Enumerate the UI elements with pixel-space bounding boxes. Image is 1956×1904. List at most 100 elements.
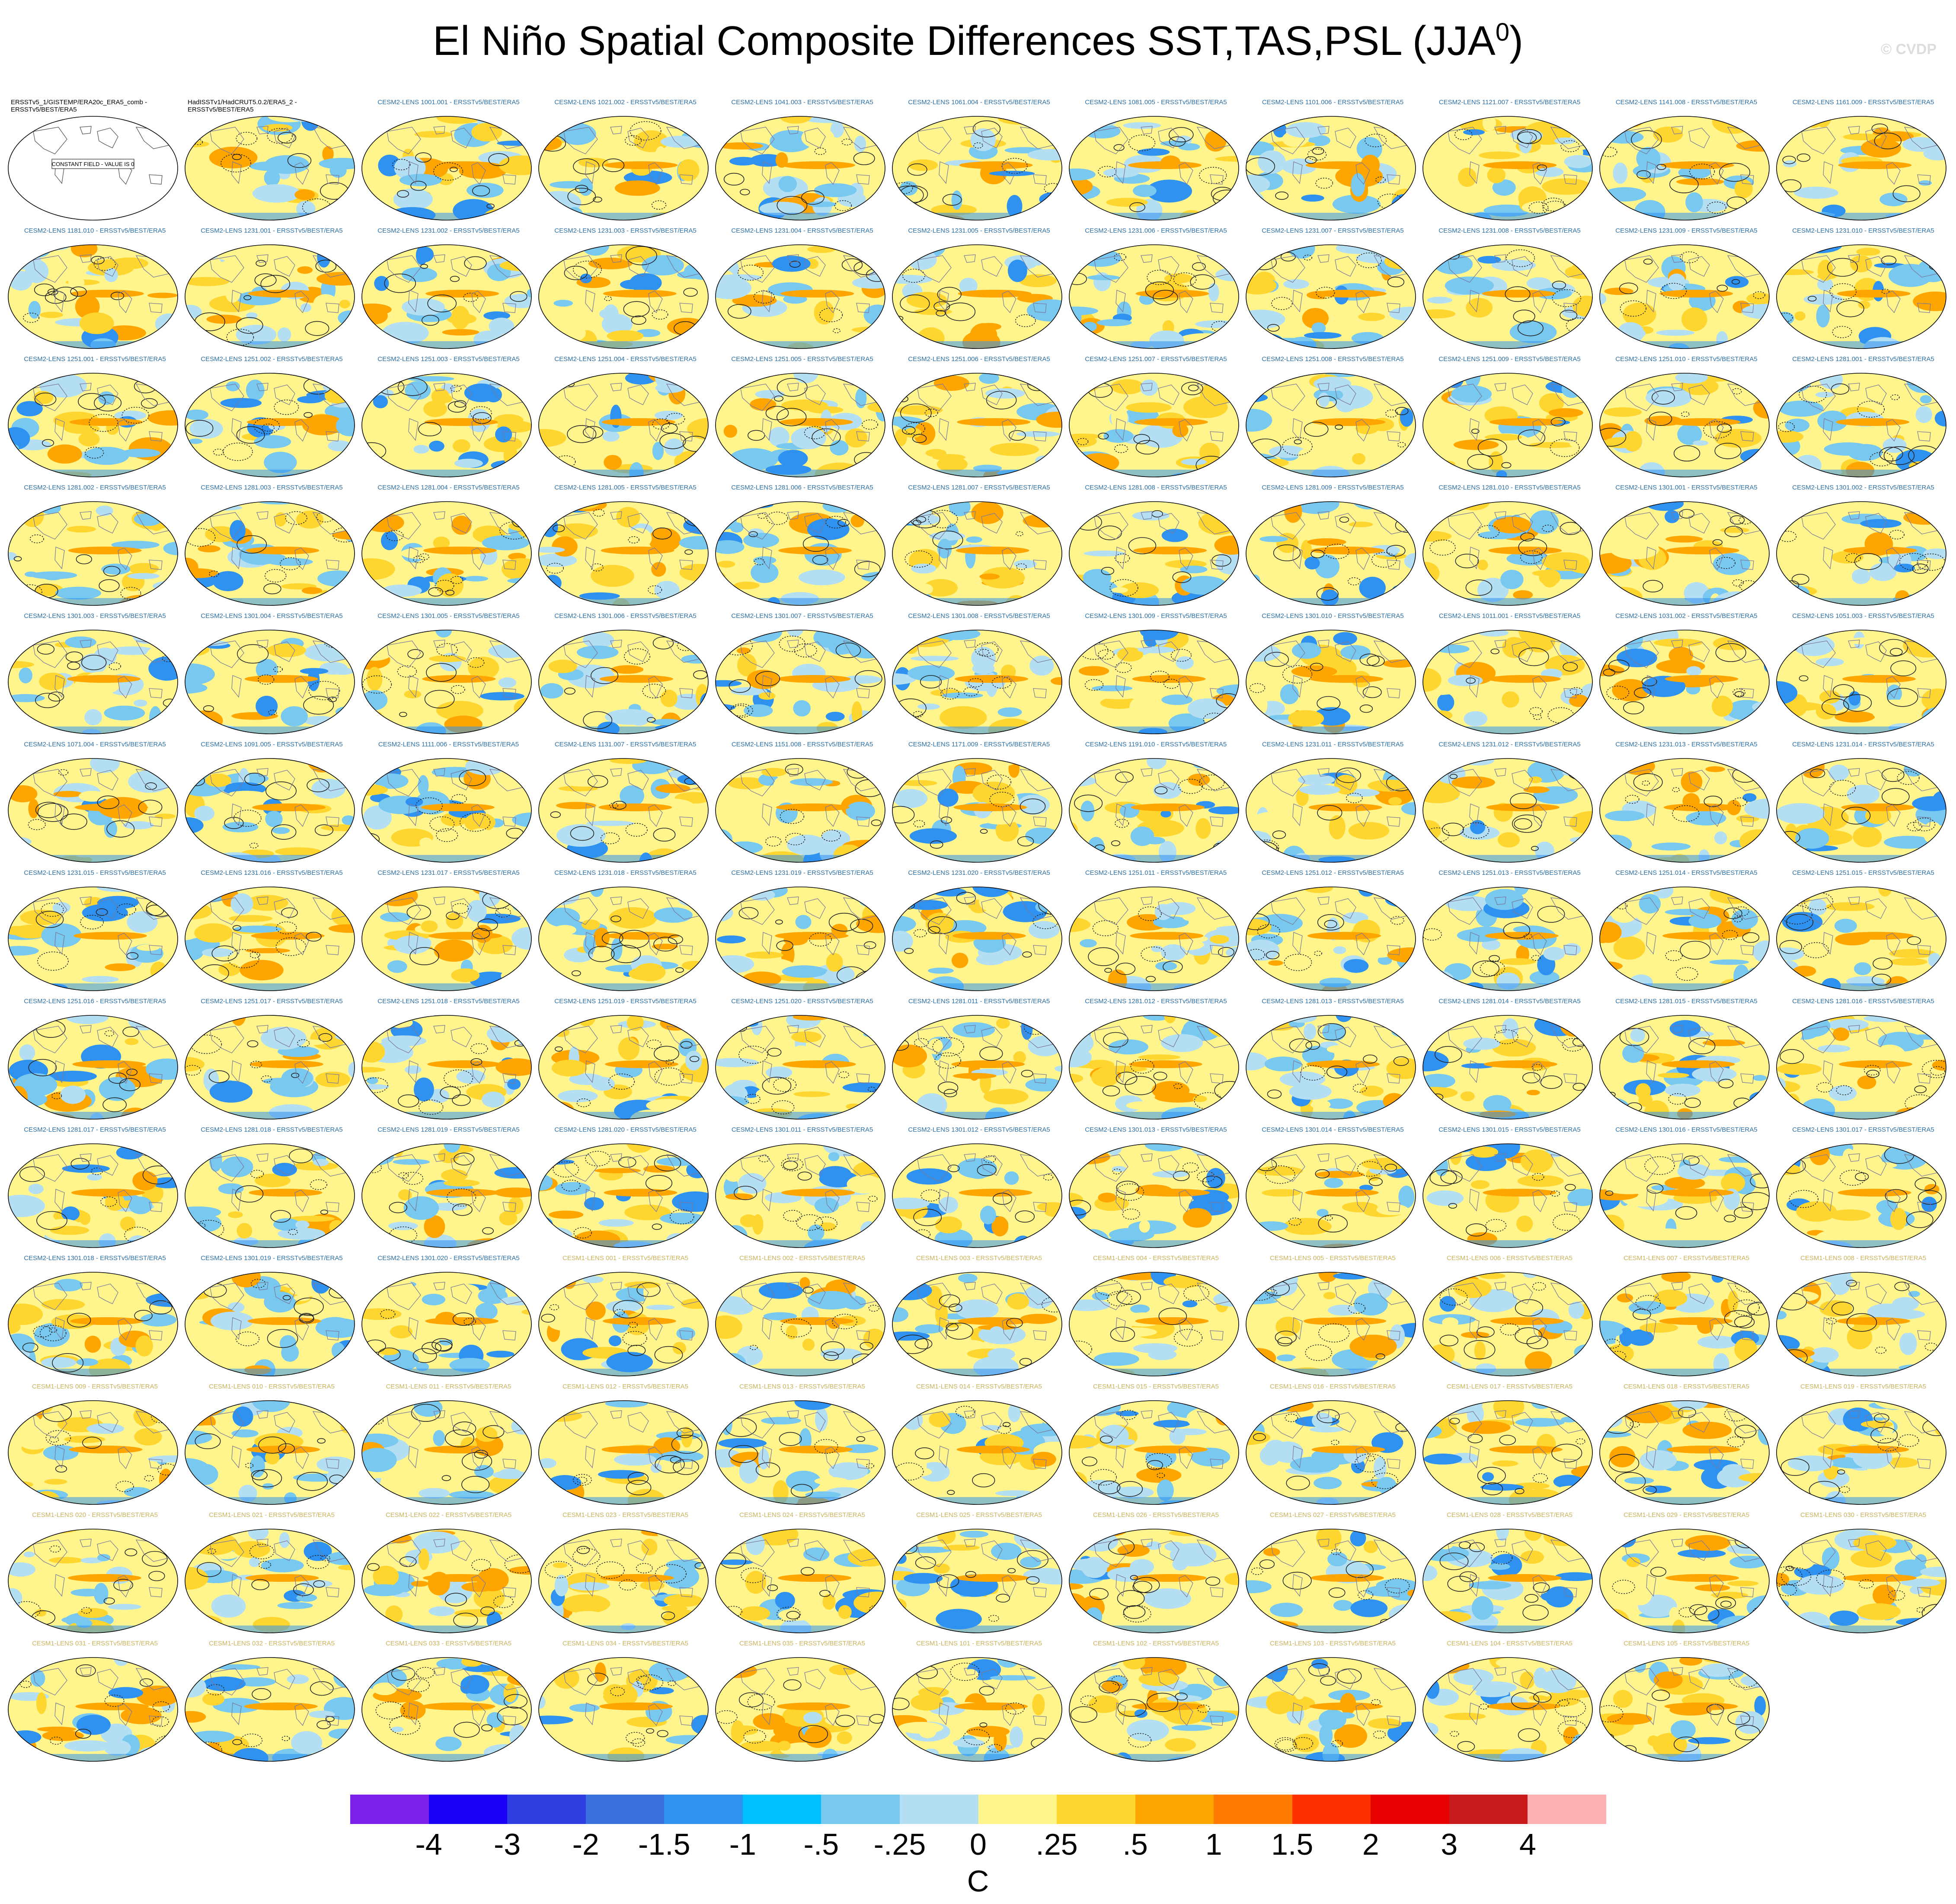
map-panel: CESM2-LENS 1301.013 - ERSSTv5/BEST/ERA5: [1067, 1126, 1244, 1254]
map-panel: CESM2-LENS 1281.017 - ERSSTv5/BEST/ERA5: [6, 1126, 183, 1254]
panel-title: CESM2-LENS 1281.012 - ERSSTv5/BEST/ERA5: [1085, 998, 1227, 1005]
map-panel: CESM2-LENS 1281.002 - ERSSTv5/BEST/ERA5: [6, 484, 183, 612]
panel-title: CESM2-LENS 1301.011 - ERSSTv5/BEST/ERA5: [731, 1126, 873, 1133]
panel-title: CESM1-LENS 009 - ERSSTv5/BEST/ERA5: [32, 1383, 158, 1390]
panel-title: CESM2-LENS 1231.015 - ERSSTv5/BEST/ERA5: [24, 869, 166, 877]
map-panel: CESM2-LENS 1231.006 - ERSSTv5/BEST/ERA5: [1067, 227, 1244, 355]
map-panel: CESM1-LENS 018 - ERSSTv5/BEST/ERA5: [1598, 1383, 1775, 1511]
colorbar-label: -2: [572, 1827, 599, 1861]
map-panel: CESM2-LENS 1061.004 - ERSSTv5/BEST/ERA5: [891, 99, 1067, 227]
panel-title: CESM1-LENS 022 - ERSSTv5/BEST/ERA5: [386, 1511, 511, 1519]
colorbar-label: 1.5: [1271, 1827, 1314, 1861]
globe-map: [1776, 116, 1946, 221]
panel-title: CESM1-LENS 016 - ERSSTv5/BEST/ERA5: [1270, 1383, 1396, 1390]
panel-title: CESM2-LENS 1231.012 - ERSSTv5/BEST/ERA5: [1438, 741, 1581, 748]
colorbar-label: -4: [415, 1827, 442, 1861]
map-panel: CESM2-LENS 1251.017 - ERSSTv5/BEST/ERA5: [183, 998, 360, 1126]
globe-map: [1246, 1143, 1416, 1248]
globe-map: [1422, 1529, 1593, 1633]
map-panel: CESM2-LENS 1251.015 - ERSSTv5/BEST/ERA5: [1775, 869, 1952, 998]
globe-map: [892, 886, 1062, 991]
panel-title: CESM2-LENS 1081.005 - ERSSTv5/BEST/ERA5: [1085, 99, 1227, 106]
map-panel: CESM2-LENS 1301.005 - ERSSTv5/BEST/ERA5: [360, 612, 537, 741]
panel-title: CESM2-LENS 1251.012 - ERSSTv5/BEST/ERA5: [1262, 869, 1404, 877]
panel-title: CESM1-LENS 021 - ERSSTv5/BEST/ERA5: [209, 1511, 335, 1519]
globe-map: [538, 1143, 709, 1248]
globe-map: [1069, 1015, 1239, 1120]
globe-map: [1246, 373, 1416, 477]
panel-title: CESM2-LENS 1281.020 - ERSSTv5/BEST/ERA5: [554, 1126, 697, 1133]
panel-title: CESM1-LENS 005 - ERSSTv5/BEST/ERA5: [1270, 1254, 1396, 1262]
globe-map: [8, 1143, 178, 1248]
map-panel: CESM2-LENS 1281.003 - ERSSTv5/BEST/ERA5: [183, 484, 360, 612]
panel-title: CESM2-LENS 1281.013 - ERSSTv5/BEST/ERA5: [1262, 998, 1404, 1005]
globe-map: [1422, 1400, 1593, 1505]
colorbar-box: [1057, 1795, 1135, 1824]
globe-map: [1776, 1529, 1946, 1633]
panel-title: CESM2-LENS 1301.018 - ERSSTv5/BEST/ERA5: [24, 1254, 166, 1262]
globe-map: [892, 758, 1062, 863]
map-panel: CESM2-LENS 1251.020 - ERSSTv5/BEST/ERA5: [714, 998, 891, 1126]
map-panel: CESM2-LENS 1231.007 - ERSSTv5/BEST/ERA5: [1244, 227, 1421, 355]
map-panel: HadISSTv1/HadCRUT5.0.2/ERA5_2 - ERSSTv5/…: [183, 99, 360, 227]
panel-title: CESM1-LENS 024 - ERSSTv5/BEST/ERA5: [739, 1511, 865, 1519]
panel-title: CESM2-LENS 1301.012 - ERSSTv5/BEST/ERA5: [908, 1126, 1050, 1133]
panel-title: CESM1-LENS 032 - ERSSTv5/BEST/ERA5: [209, 1640, 335, 1647]
panel-title: CESM1-LENS 027 - ERSSTv5/BEST/ERA5: [1270, 1511, 1396, 1519]
map-panel: CESM2-LENS 1301.018 - ERSSTv5/BEST/ERA5: [6, 1254, 183, 1383]
map-panel: CESM2-LENS 1281.007 - ERSSTv5/BEST/ERA5: [891, 484, 1067, 612]
map-panel: CESM2-LENS 1251.008 - ERSSTv5/BEST/ERA5: [1244, 355, 1421, 484]
panel-title: CESM2-LENS 1281.005 - ERSSTv5/BEST/ERA5: [554, 484, 697, 491]
globe-map: [1246, 758, 1416, 863]
globe-map: [1776, 886, 1946, 991]
map-panel: CESM2-LENS 1231.015 - ERSSTv5/BEST/ERA5: [6, 869, 183, 998]
globe-map: [1069, 1657, 1239, 1762]
panel-title: CESM2-LENS 1231.005 - ERSSTv5/BEST/ERA5: [908, 227, 1050, 234]
panel-title: CESM2-LENS 1111.006 - ERSSTv5/BEST/ERA5: [378, 741, 519, 748]
panel-title: CESM2-LENS 1251.016 - ERSSTv5/BEST/ERA5: [24, 998, 166, 1005]
globe-map: [1776, 758, 1946, 863]
map-panel: CESM2-LENS 1281.005 - ERSSTv5/BEST/ERA5: [537, 484, 714, 612]
map-panel: CESM2-LENS 1251.009 - ERSSTv5/BEST/ERA5: [1421, 355, 1598, 484]
globe-map: [715, 1272, 885, 1376]
globe-map: [1422, 630, 1593, 734]
globe-map: [8, 758, 178, 863]
globe-map: [185, 1400, 355, 1505]
globe-map: [1069, 501, 1239, 606]
map-panel: CESM2-LENS 1011.001 - ERSSTv5/BEST/ERA5: [1421, 612, 1598, 741]
globe-map: [715, 116, 885, 221]
panel-title: CESM1-LENS 011 - ERSSTv5/BEST/ERA5: [386, 1383, 511, 1390]
panel-title: CESM2-LENS 1021.002 - ERSSTv5/BEST/ERA5: [554, 99, 697, 106]
panel-title: CESM2-LENS 1231.016 - ERSSTv5/BEST/ERA5: [201, 869, 343, 877]
globe-map: [1069, 758, 1239, 863]
map-panel: CESM2-LENS 1161.009 - ERSSTv5/BEST/ERA5: [1775, 99, 1952, 227]
colorbar-label: -1.5: [638, 1827, 690, 1861]
map-panel: CESM2-LENS 1111.006 - ERSSTv5/BEST/ERA5: [360, 741, 537, 869]
globe-map: [1422, 758, 1593, 863]
panel-title: CESM2-LENS 1231.007 - ERSSTv5/BEST/ERA5: [1262, 227, 1404, 234]
globe-map: [1776, 244, 1946, 349]
constant-field-note: CONSTANT FIELD - VALUE IS 0: [52, 161, 134, 167]
map-panel: CESM1-LENS 021 - ERSSTv5/BEST/ERA5: [183, 1511, 360, 1640]
colorbar-units: C: [967, 1864, 989, 1898]
map-panel: CESM2-LENS 1301.007 - ERSSTv5/BEST/ERA5: [714, 612, 891, 741]
panel-title: CESM2-LENS 1251.005 - ERSSTv5/BEST/ERA5: [731, 355, 873, 363]
colorbar-box: [978, 1795, 1057, 1824]
globe-map: [8, 1272, 178, 1376]
map-panel: CESM2-LENS 1251.006 - ERSSTv5/BEST/ERA5: [891, 355, 1067, 484]
map-panel: CESM2-LENS 1251.003 - ERSSTv5/BEST/ERA5: [360, 355, 537, 484]
globe-map: [1776, 1400, 1946, 1505]
panel-title: CESM2-LENS 1281.019 - ERSSTv5/BEST/ERA5: [377, 1126, 520, 1133]
figure-title: El Niño Spatial Composite Differences SS…: [0, 17, 1956, 65]
globe-map: [1422, 1143, 1593, 1248]
colorbar-label: -.5: [803, 1827, 839, 1861]
globe-map: [715, 1529, 885, 1633]
panel-title: CESM2-LENS 1171.009 - ERSSTv5/BEST/ERA5: [908, 741, 1050, 748]
panel-title: CESM2-LENS 1301.009 - ERSSTv5/BEST/ERA5: [1085, 612, 1227, 620]
panel-title: CESM2-LENS 1251.001 - ERSSTv5/BEST/ERA5: [24, 355, 166, 363]
panel-title: CESM2-LENS 1001.001 - ERSSTv5/BEST/ERA5: [377, 99, 520, 106]
panel-title: CESM2-LENS 1281.009 - ERSSTv5/BEST/ERA5: [1262, 484, 1404, 491]
map-panel: CESM1-LENS 103 - ERSSTv5/BEST/ERA5: [1244, 1640, 1421, 1768]
panel-title: CESM2-LENS 1231.008 - ERSSTv5/BEST/ERA5: [1438, 227, 1581, 234]
map-panel: CESM2-LENS 1281.008 - ERSSTv5/BEST/ERA5: [1067, 484, 1244, 612]
